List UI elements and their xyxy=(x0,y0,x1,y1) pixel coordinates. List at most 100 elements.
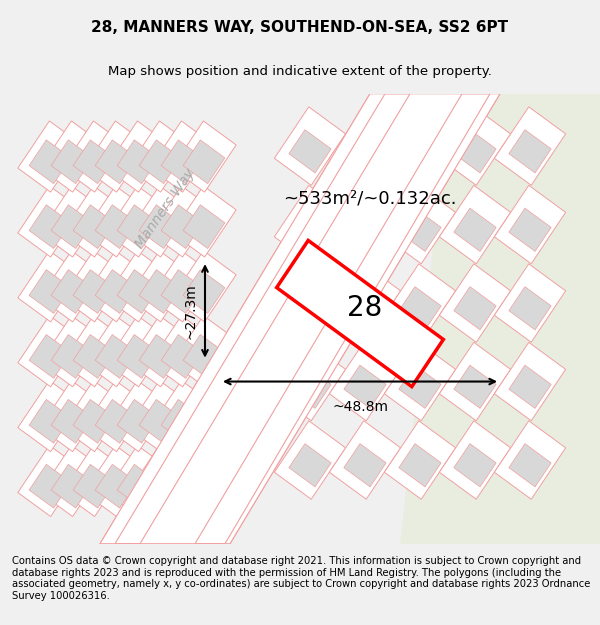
Polygon shape xyxy=(289,444,331,487)
Text: ~48.8m: ~48.8m xyxy=(332,401,388,414)
Polygon shape xyxy=(161,140,203,184)
Polygon shape xyxy=(509,208,551,251)
Polygon shape xyxy=(344,130,386,173)
Text: 28, MANNERS WAY, SOUTHEND-ON-SEA, SS2 6PT: 28, MANNERS WAY, SOUTHEND-ON-SEA, SS2 6P… xyxy=(91,21,509,36)
Polygon shape xyxy=(274,186,346,264)
Polygon shape xyxy=(494,186,566,264)
Polygon shape xyxy=(18,121,82,192)
Text: ~533m²/~0.132ac.: ~533m²/~0.132ac. xyxy=(283,189,457,208)
Text: Manners Way: Manners Way xyxy=(133,166,197,251)
Polygon shape xyxy=(106,381,170,452)
Polygon shape xyxy=(344,287,386,330)
Polygon shape xyxy=(172,316,236,387)
Polygon shape xyxy=(40,186,104,257)
Polygon shape xyxy=(344,444,386,487)
Polygon shape xyxy=(139,399,181,443)
Polygon shape xyxy=(62,316,126,387)
Text: Contains OS data © Crown copyright and database right 2021. This information is : Contains OS data © Crown copyright and d… xyxy=(12,556,590,601)
Polygon shape xyxy=(139,140,181,184)
Polygon shape xyxy=(150,251,214,322)
Polygon shape xyxy=(73,399,115,443)
Polygon shape xyxy=(128,446,192,516)
Polygon shape xyxy=(385,107,455,185)
Polygon shape xyxy=(161,269,203,313)
Polygon shape xyxy=(40,446,104,516)
Polygon shape xyxy=(128,316,192,387)
Polygon shape xyxy=(117,269,159,313)
Polygon shape xyxy=(51,140,93,184)
Polygon shape xyxy=(329,107,401,185)
Polygon shape xyxy=(399,444,441,487)
Polygon shape xyxy=(18,446,82,516)
Polygon shape xyxy=(150,121,214,192)
Polygon shape xyxy=(454,208,496,251)
Polygon shape xyxy=(454,287,496,330)
Polygon shape xyxy=(139,205,181,249)
Polygon shape xyxy=(183,334,225,378)
Polygon shape xyxy=(172,251,236,322)
Polygon shape xyxy=(95,334,137,378)
Polygon shape xyxy=(183,269,225,313)
Polygon shape xyxy=(117,140,159,184)
Polygon shape xyxy=(494,342,566,421)
Polygon shape xyxy=(106,446,170,516)
Polygon shape xyxy=(62,446,126,516)
Polygon shape xyxy=(172,121,236,192)
Polygon shape xyxy=(385,342,455,421)
Polygon shape xyxy=(509,130,551,173)
Polygon shape xyxy=(439,186,511,264)
Polygon shape xyxy=(73,334,115,378)
Polygon shape xyxy=(62,381,126,452)
Polygon shape xyxy=(509,287,551,330)
Polygon shape xyxy=(106,251,170,322)
Polygon shape xyxy=(62,251,126,322)
Polygon shape xyxy=(329,264,401,342)
Polygon shape xyxy=(274,107,346,185)
Polygon shape xyxy=(73,140,115,184)
Polygon shape xyxy=(399,130,441,173)
Polygon shape xyxy=(117,205,159,249)
Polygon shape xyxy=(329,342,401,421)
Polygon shape xyxy=(73,464,115,508)
Polygon shape xyxy=(494,107,566,185)
Polygon shape xyxy=(40,121,104,192)
Polygon shape xyxy=(117,334,159,378)
Polygon shape xyxy=(344,365,386,408)
Polygon shape xyxy=(150,186,214,257)
Polygon shape xyxy=(139,269,181,313)
Polygon shape xyxy=(106,186,170,257)
Polygon shape xyxy=(18,316,82,387)
Polygon shape xyxy=(29,269,71,313)
Polygon shape xyxy=(51,464,93,508)
Polygon shape xyxy=(51,205,93,249)
Polygon shape xyxy=(51,334,93,378)
Polygon shape xyxy=(439,421,511,499)
Polygon shape xyxy=(439,264,511,342)
Polygon shape xyxy=(344,208,386,251)
Polygon shape xyxy=(400,94,600,544)
Polygon shape xyxy=(454,130,496,173)
Polygon shape xyxy=(84,381,148,452)
Polygon shape xyxy=(95,269,137,313)
Polygon shape xyxy=(100,94,500,544)
Polygon shape xyxy=(62,121,126,192)
Polygon shape xyxy=(183,399,225,443)
Polygon shape xyxy=(289,208,331,251)
Polygon shape xyxy=(274,264,346,342)
Polygon shape xyxy=(329,186,401,264)
Polygon shape xyxy=(18,186,82,257)
Polygon shape xyxy=(329,421,401,499)
Polygon shape xyxy=(117,464,159,508)
Polygon shape xyxy=(172,186,236,257)
Polygon shape xyxy=(289,365,331,408)
Polygon shape xyxy=(494,421,566,499)
Polygon shape xyxy=(277,241,443,387)
Polygon shape xyxy=(274,421,346,499)
Polygon shape xyxy=(385,421,455,499)
Polygon shape xyxy=(29,205,71,249)
Polygon shape xyxy=(183,205,225,249)
Polygon shape xyxy=(29,399,71,443)
Polygon shape xyxy=(84,251,148,322)
Polygon shape xyxy=(274,342,346,421)
Polygon shape xyxy=(509,444,551,487)
